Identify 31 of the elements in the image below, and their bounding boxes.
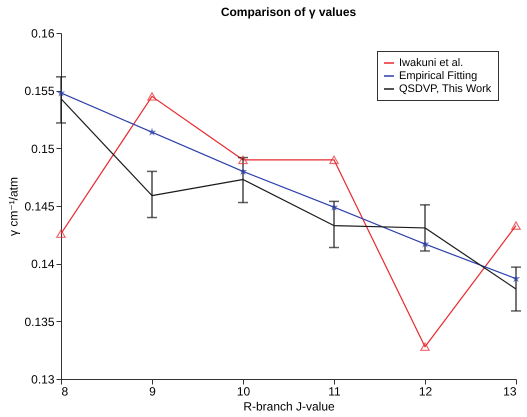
point: [147, 92, 157, 101]
y-tick-label: 0.16: [31, 26, 55, 40]
legend-label: Empirical Fitting: [399, 70, 478, 82]
y-tick-label: 0.155: [24, 84, 55, 98]
legend-label: QSDVP, This Work: [399, 83, 492, 95]
point: [56, 229, 66, 238]
point: [238, 166, 248, 176]
point: [420, 342, 430, 351]
point: [330, 202, 338, 211]
y-tick-label: 0.15: [31, 142, 55, 156]
chart-title: Comparison of γ values: [220, 5, 357, 19]
y-axis-title: γ cm⁻¹/atm: [6, 177, 20, 236]
x-tick-label: 11: [328, 384, 342, 398]
x-tick-label: 12: [418, 384, 432, 398]
point: [329, 156, 339, 164]
y-tick-label: 0.13: [31, 372, 55, 386]
point: [56, 88, 66, 97]
y-tick-label: 0.14: [31, 257, 55, 272]
x-tick-label: 9: [149, 384, 156, 398]
x-tick-label: 10: [236, 384, 250, 398]
y-tick-label: 0.135: [24, 314, 55, 329]
x-tick-label: 13: [503, 384, 517, 398]
y-tick-label: 0.145: [24, 200, 55, 214]
x-tick-label: 8: [62, 384, 68, 398]
point: [512, 274, 520, 282]
legend-label: Iwakuni et al.: [399, 57, 464, 69]
x-axis-title: R-branch J-value: [243, 400, 336, 414]
point: [511, 221, 521, 230]
point: [420, 240, 430, 248]
point: [238, 156, 248, 164]
point: [148, 128, 156, 136]
